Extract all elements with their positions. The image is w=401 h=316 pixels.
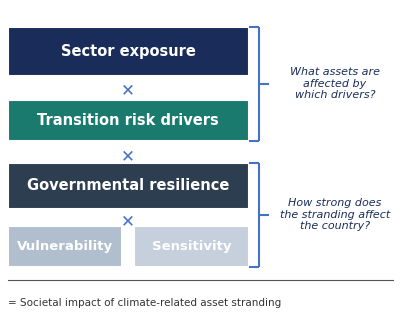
Text: Vulnerability: Vulnerability — [17, 240, 113, 253]
FancyBboxPatch shape — [8, 27, 249, 76]
Text: Governmental resilience: Governmental resilience — [27, 178, 229, 193]
Text: Sector exposure: Sector exposure — [61, 44, 196, 59]
Text: Transition risk drivers: Transition risk drivers — [37, 112, 219, 128]
FancyBboxPatch shape — [8, 163, 249, 209]
Text: ✕: ✕ — [122, 148, 135, 165]
FancyBboxPatch shape — [8, 226, 122, 267]
Text: = Societal impact of climate-related asset stranding: = Societal impact of climate-related ass… — [8, 298, 281, 308]
FancyBboxPatch shape — [134, 226, 249, 267]
Text: How strong does
the stranding affect
the country?: How strong does the stranding affect the… — [280, 198, 390, 232]
Text: ✕: ✕ — [122, 81, 135, 99]
Text: Sensitivity: Sensitivity — [152, 240, 231, 253]
FancyBboxPatch shape — [8, 100, 249, 141]
Text: What assets are
affected by
which drivers?: What assets are affected by which driver… — [290, 67, 380, 100]
Text: ✕: ✕ — [122, 212, 135, 230]
